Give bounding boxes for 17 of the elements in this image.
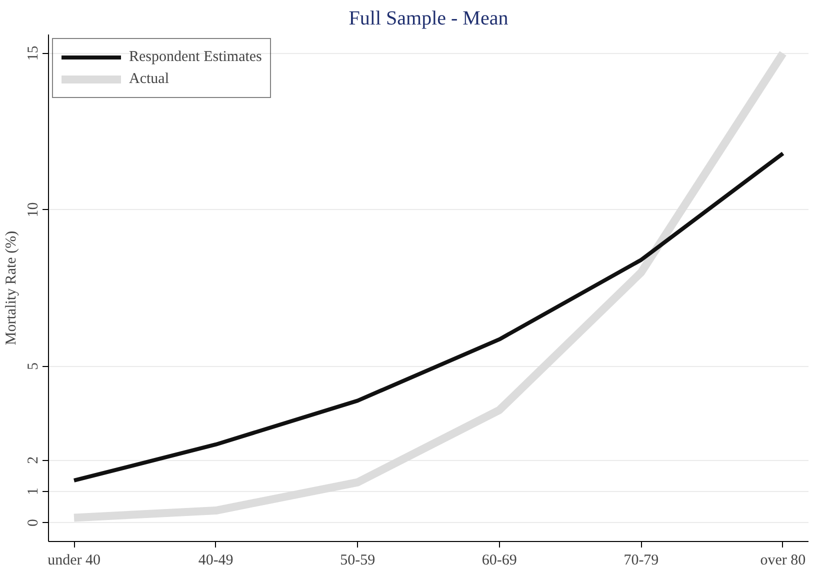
x-tick-label: over 80	[760, 552, 806, 568]
y-tick-label: 5	[26, 362, 42, 370]
x-tick-label: 70-79	[624, 552, 659, 568]
y-tick-label: 1	[26, 488, 42, 496]
chart-title: Full Sample - Mean	[348, 8, 508, 30]
x-tick-label: 60-69	[482, 552, 517, 568]
x-tick-label: 50-59	[340, 552, 376, 568]
y-tick-label: 10	[26, 202, 42, 218]
y-tick-label: 15	[26, 46, 42, 61]
x-tick-label: 40-49	[198, 552, 234, 568]
y-tick-label: 2	[26, 456, 42, 464]
y-axis-title: Mortality Rate (%)	[4, 230, 20, 346]
legend-label: Actual	[129, 70, 169, 88]
y-tick-label: 0	[26, 518, 42, 526]
x-tick-label: under 40	[48, 552, 100, 568]
legend-label: Respondent Estimates	[129, 48, 262, 66]
line-series	[72, 151, 785, 482]
